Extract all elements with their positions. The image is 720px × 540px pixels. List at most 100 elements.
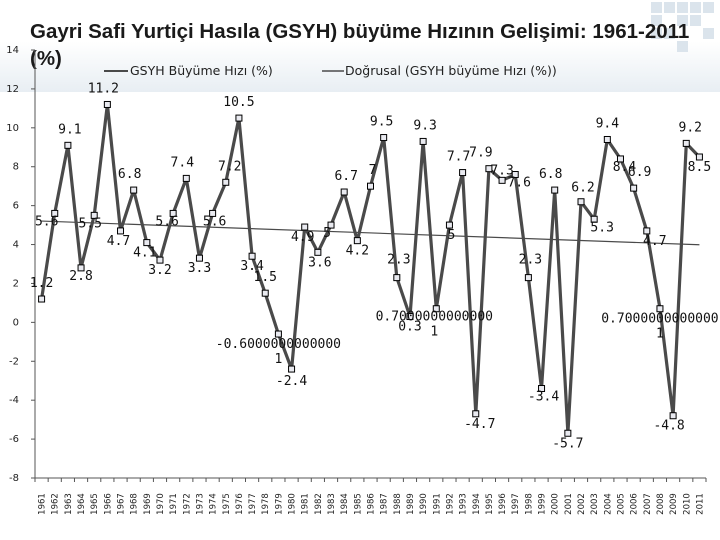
decorative-square: [651, 2, 662, 13]
data-point: [432, 305, 440, 313]
data-label: 6.2: [571, 181, 594, 196]
data-point: [603, 135, 611, 143]
data-point: [472, 410, 480, 418]
x-tick-label: 1975: [222, 493, 232, 515]
data-point: [195, 254, 203, 262]
data-point: [485, 165, 493, 173]
decorative-square: [651, 15, 662, 26]
data-label: 7.9: [469, 146, 492, 161]
data-label: 7: [369, 163, 377, 178]
x-tick-label: 1970: [156, 493, 166, 515]
x-tick-label: 1985: [353, 493, 363, 515]
data-label: 6.8: [539, 167, 562, 182]
data-point: [367, 182, 374, 190]
legend-label-series: GSYH Büyüme Hızı (%): [130, 63, 273, 78]
y-tick-label: 4: [13, 240, 19, 251]
data-point: [274, 330, 282, 338]
data-label: 0.7000000000000 1: [601, 312, 718, 342]
x-tick-label: 1967: [117, 493, 127, 515]
x-tick-label: 1980: [288, 493, 298, 515]
data-label: 5.5: [78, 216, 101, 231]
x-tick-label: 1962: [51, 493, 61, 515]
y-tick-label: -8: [9, 473, 19, 484]
x-tick-label: 1983: [327, 493, 337, 515]
data-point: [261, 289, 269, 297]
decorative-square: [664, 28, 675, 39]
data-point: [445, 221, 453, 229]
x-axis-ticks: 1961 1962 1963 1964 1965 1966 1967 1968 1969 1970…: [34, 478, 707, 515]
x-tick-label: 1961: [38, 493, 48, 515]
data-point: [288, 365, 296, 373]
data-label: 7.2: [218, 159, 241, 174]
data-point: [222, 178, 230, 186]
x-tick-label: 1979: [274, 493, 284, 515]
y-tick-label: -4: [9, 395, 19, 406]
decorative-square: [677, 41, 688, 52]
data-label: 7.3: [490, 163, 513, 178]
decorative-square: [651, 28, 662, 39]
x-tick-label: 1986: [367, 493, 377, 515]
data-label: 7.4: [171, 155, 195, 170]
data-point: [564, 429, 572, 437]
data-point: [353, 237, 361, 245]
x-tick-label: 1987: [380, 493, 390, 515]
data-point: [459, 169, 467, 177]
data-label: 7.7: [447, 150, 470, 165]
data-point: [169, 209, 177, 217]
data-point: [248, 252, 256, 260]
data-point: [551, 186, 559, 194]
y-tick-label: 0: [13, 317, 19, 328]
x-tick-label: 1999: [538, 493, 548, 515]
data-label: 3.2: [148, 263, 171, 278]
x-tick-label: 1969: [143, 493, 153, 515]
data-point: [182, 174, 190, 182]
legend-label-trend: Doğrusal (GSYH büyüme Hızı (%)): [345, 63, 557, 78]
decorative-square: [703, 2, 714, 13]
y-tick-label: 14: [6, 45, 19, 56]
x-tick-label: 2007: [643, 493, 653, 515]
y-tick-label: -6: [9, 434, 19, 445]
data-label: 8.5: [688, 160, 711, 175]
data-label: 2.3: [519, 253, 542, 268]
y-tick-label: 10: [6, 123, 19, 134]
data-label: 9.1: [58, 122, 81, 137]
x-tick-label: 1977: [248, 493, 258, 515]
data-point: [314, 248, 322, 256]
data-point: [419, 137, 427, 145]
data-label: 9.4: [596, 116, 620, 131]
chart-title: Gayri Safi Yurtiçi Hasıla (GSYH) büyüme …: [30, 20, 690, 70]
x-tick-label: 1971: [169, 493, 179, 515]
series-line: [40, 102, 701, 435]
y-tick-label: 8: [13, 162, 19, 173]
x-tick-label: 1993: [459, 493, 469, 515]
trend-line: [41, 220, 700, 246]
x-tick-label: 2005: [616, 493, 626, 515]
data-label: 5.6: [35, 214, 58, 229]
decorative-square: [664, 2, 675, 13]
data-point: [51, 209, 59, 217]
y-tick-label: -2: [9, 356, 19, 367]
header-background: [0, 0, 720, 92]
x-tick-label: 2009: [669, 493, 679, 515]
data-point: [156, 256, 164, 264]
data-point: [498, 176, 506, 184]
markers-layer: [38, 100, 703, 437]
data-label: 6.8: [118, 167, 141, 182]
x-tick-label: 1981: [301, 493, 311, 515]
axes: [34, 50, 706, 479]
data-label: 4.2: [346, 244, 369, 259]
data-label: 4.7: [643, 234, 666, 249]
data-label: 2.3: [387, 253, 410, 268]
data-label: 0.3: [398, 320, 421, 335]
data-point: [393, 274, 401, 282]
x-tick-label: 1972: [182, 493, 192, 515]
data-point: [64, 141, 72, 149]
data-point: [130, 186, 138, 194]
data-point: [77, 264, 85, 272]
x-tick-label: 2003: [590, 493, 600, 515]
data-label: 8.4: [613, 160, 637, 175]
data-label: 5.6: [203, 214, 226, 229]
x-tick-label: 1963: [64, 493, 74, 515]
data-label: 3.4: [240, 259, 264, 274]
data-label: 6.9: [628, 165, 651, 180]
